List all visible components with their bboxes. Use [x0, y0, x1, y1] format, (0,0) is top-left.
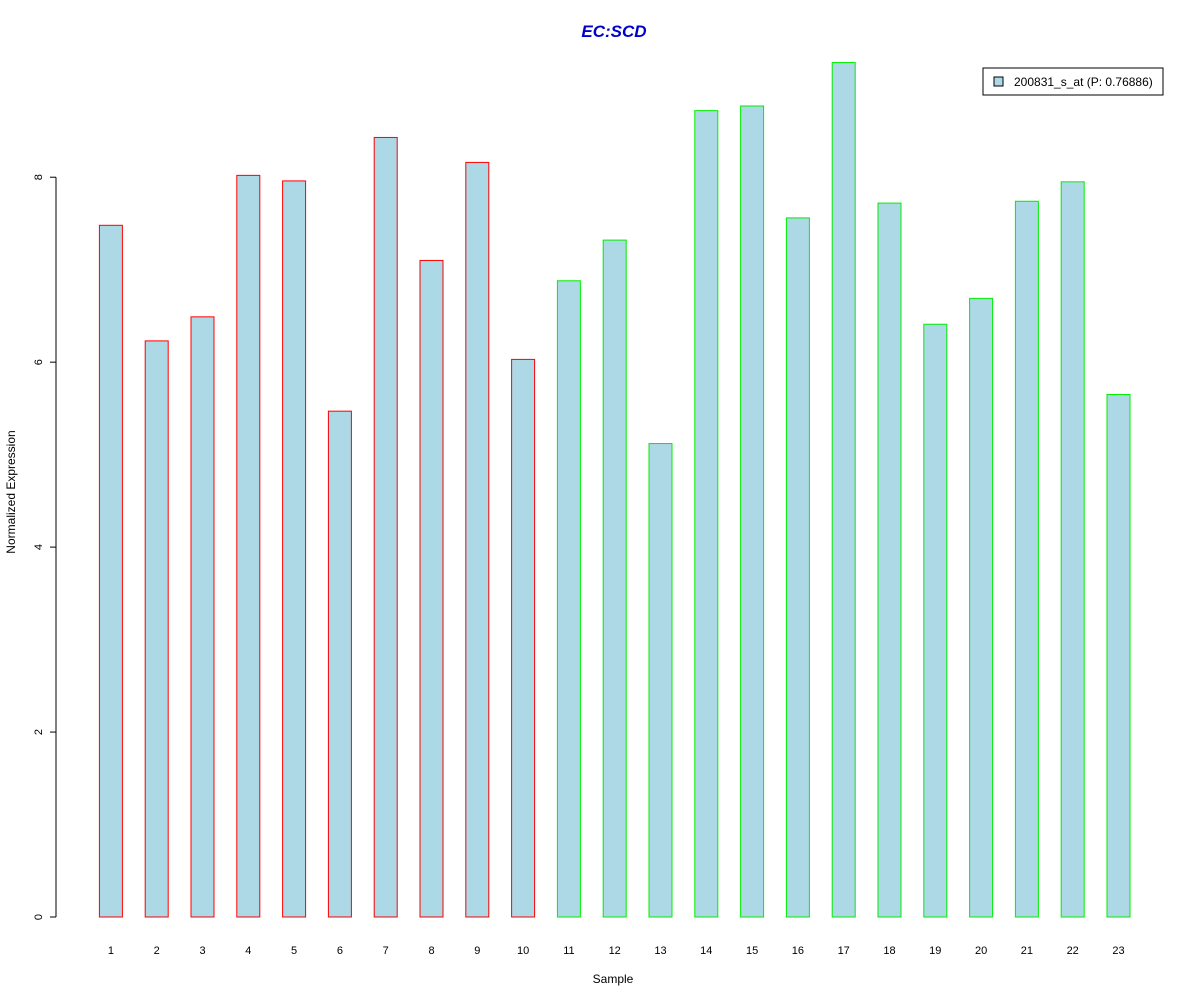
y-tick-label: 4 — [33, 544, 45, 550]
x-tick-label: 1 — [108, 945, 114, 957]
x-tick-label: 13 — [654, 945, 666, 957]
bar — [556, 280, 581, 918]
x-tick-labels: 1 2 3 4 5 6 7 8 9 10 11 12 13 14 15 16 17 18 19 20 21 22 23 — [108, 945, 1125, 957]
bar — [144, 340, 169, 918]
x-tick-label: 11 — [563, 945, 574, 957]
bar — [1060, 181, 1085, 918]
legend-box — [982, 67, 1164, 96]
x-tick-label: 16 — [792, 945, 804, 957]
y-axis-label: Normalized Expression — [4, 430, 18, 553]
x-tick-label: 10 — [517, 945, 529, 957]
bar — [327, 410, 352, 918]
x-tick-label: 2 — [154, 945, 160, 957]
x-tick-label: 7 — [383, 945, 389, 957]
legend-swatch — [993, 76, 1004, 87]
bar — [648, 443, 673, 918]
x-tick-label: 23 — [1112, 945, 1124, 957]
y-axis: 0 2 4 6 8 — [33, 174, 57, 920]
x-tick-label: 12 — [609, 945, 621, 957]
x-tick-label: 9 — [474, 945, 480, 957]
x-tick-label: 4 — [245, 945, 251, 957]
x-tick-label: 22 — [1067, 945, 1079, 957]
y-tick-label: 0 — [33, 914, 45, 920]
bar — [465, 161, 490, 918]
x-tick-label: 18 — [883, 945, 895, 957]
chart-title: EC:SCD — [581, 22, 646, 41]
bar — [282, 180, 307, 918]
bar — [831, 62, 856, 918]
bar — [419, 259, 444, 918]
bar — [1014, 200, 1039, 918]
x-tick-label: 14 — [700, 945, 712, 957]
bar — [877, 202, 902, 918]
x-axis-label: Sample — [593, 972, 634, 986]
bar — [373, 136, 398, 918]
x-tick-label: 21 — [1021, 945, 1033, 957]
bars-group — [98, 62, 1131, 918]
x-tick-label: 15 — [746, 945, 758, 957]
bar — [190, 316, 215, 918]
x-tick-label: 3 — [199, 945, 205, 957]
y-tick-label: 8 — [33, 174, 45, 180]
bar — [969, 297, 994, 918]
legend-entry-label: 200831_s_at (P: 0.76886) — [1014, 75, 1153, 89]
x-tick-label: 19 — [929, 945, 941, 957]
legend: 200831_s_at (P: 0.76886) — [982, 67, 1164, 96]
bar — [602, 239, 627, 918]
x-tick-label: 6 — [337, 945, 343, 957]
bar — [785, 217, 810, 918]
y-tick-label: 2 — [33, 729, 45, 735]
bar — [236, 174, 261, 918]
bar — [511, 358, 536, 918]
bar — [694, 110, 719, 918]
y-tick-label: 6 — [33, 359, 45, 365]
x-tick-label: 20 — [975, 945, 987, 957]
bar — [98, 224, 123, 918]
bar — [1106, 394, 1131, 918]
bar — [923, 323, 948, 918]
x-tick-label: 8 — [428, 945, 434, 957]
bar — [740, 105, 765, 918]
x-tick-label: 17 — [838, 945, 850, 957]
x-tick-label: 5 — [291, 945, 297, 957]
